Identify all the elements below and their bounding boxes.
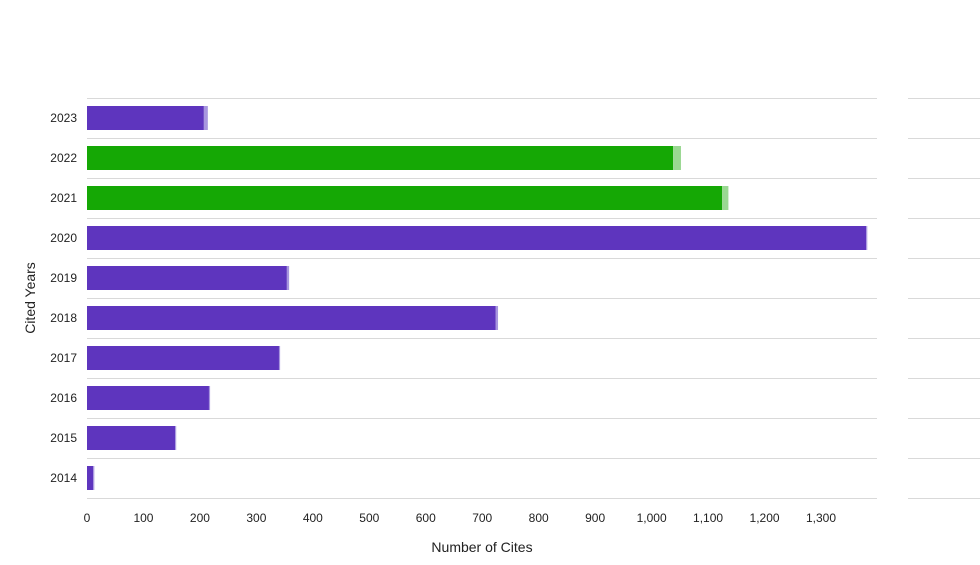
x-tick-label: 1,300 [806,511,836,525]
x-tick-label: 0 [84,511,91,525]
bar-2019[interactable] [87,266,287,290]
x-tick-label: 500 [359,511,379,525]
x-tick-labels: 0 100 200 300 400 500 600 700 800 900 1,000 1,100 1,… [84,511,837,525]
bar-segment-2017[interactable] [278,346,281,370]
y-tick-label: 2023 [50,111,77,125]
bar-2018[interactable] [87,306,496,330]
x-axis-title: Number of Cites [431,539,532,555]
y-tick-label: 2014 [50,471,77,485]
y-tick-labels: 2023 2022 2021 2020 2019 2018 2017 2016 2015 2014 [50,111,77,485]
bar-segment-2014[interactable] [93,466,95,490]
x-tick-label: 1,000 [637,511,667,525]
y-tick-label: 2022 [50,151,77,165]
bar-2016[interactable] [87,386,209,410]
bar-2015[interactable] [87,426,176,450]
y-tick-label: 2019 [50,271,77,285]
bar-2017[interactable] [87,346,279,370]
x-tick-label: 300 [246,511,266,525]
y-tick-label: 2015 [50,431,77,445]
y-tick-label: 2020 [50,231,77,245]
bar-2023[interactable] [87,106,204,130]
bar-2020[interactable] [87,226,867,250]
bar-segment-2021[interactable] [722,186,729,210]
bar-2022[interactable] [87,146,674,170]
bar-segment-2022[interactable] [673,146,681,170]
x-tick-label: 1,200 [750,511,780,525]
y-tick-label: 2016 [50,391,77,405]
y-tick-label: 2021 [50,191,77,205]
x-tick-label: 600 [416,511,436,525]
x-tick-label: 200 [190,511,210,525]
x-tick-label: 700 [472,511,492,525]
bar-segment-2018[interactable] [495,306,499,330]
bar-segment-2023[interactable] [203,106,208,130]
y-tick-label: 2017 [50,351,77,365]
x-tick-label: 900 [585,511,605,525]
bars [87,106,868,490]
x-tick-label: 400 [303,511,323,525]
y-axis-title: Cited Years [22,262,38,334]
bar-segment-2015[interactable] [175,426,177,450]
x-tick-label: 1,100 [693,511,723,525]
bar-2021[interactable] [87,186,723,210]
y-tick-label: 2018 [50,311,77,325]
x-tick-label: 800 [529,511,549,525]
grid-lines [87,98,980,499]
bar-segment-2019[interactable] [286,266,290,290]
bar-2014[interactable] [87,466,94,490]
x-tick-label: 100 [133,511,153,525]
bar-segment-2016[interactable] [208,386,211,410]
bar-segment-2020[interactable] [866,226,868,250]
